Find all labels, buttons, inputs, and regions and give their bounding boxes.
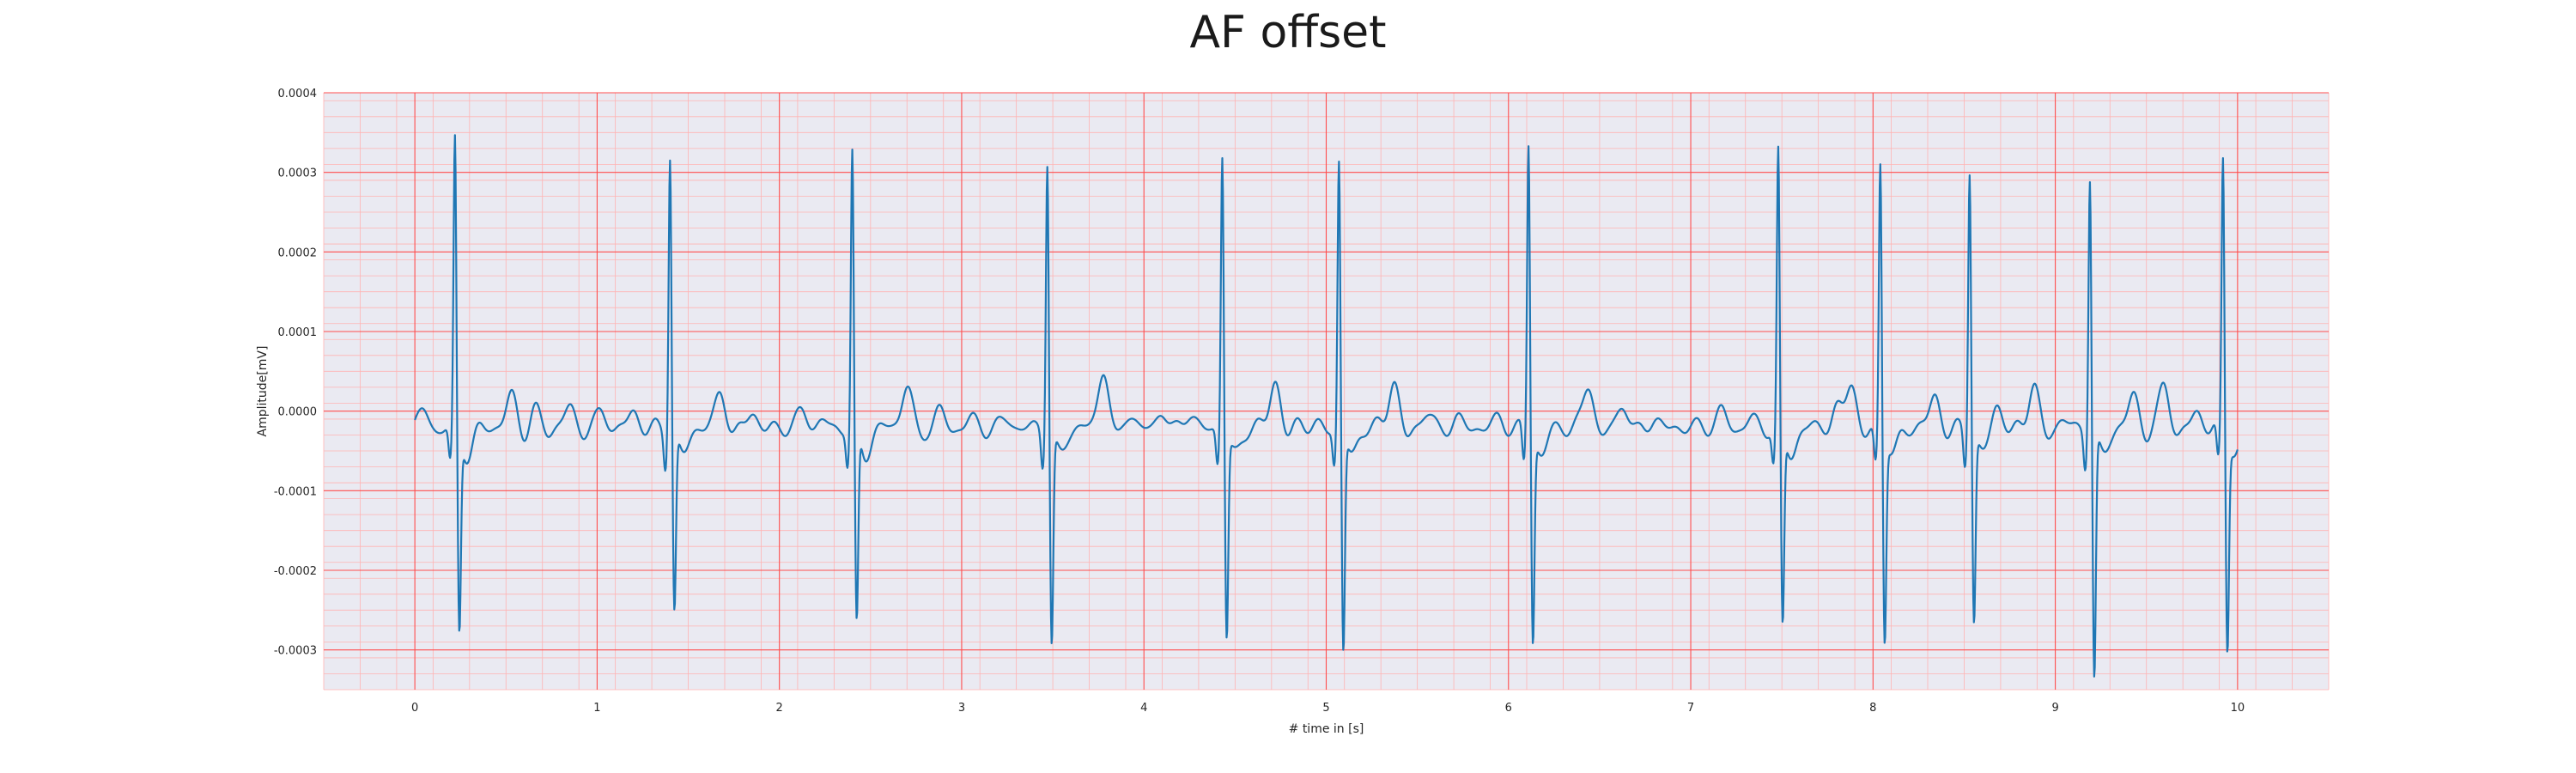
- y-tick-label: 0.0000: [278, 406, 318, 419]
- x-tick-label: 4: [1140, 702, 1147, 715]
- x-tick-label: 2: [776, 702, 783, 715]
- y-tick-label: -0.0001: [274, 485, 317, 498]
- y-tick-label: 0.0003: [278, 167, 318, 180]
- y-tick-label: -0.0002: [274, 565, 317, 578]
- y-tick-label: 0.0002: [278, 247, 318, 259]
- chart-title: AF offset: [1189, 7, 1387, 58]
- x-tick-label: 6: [1505, 702, 1512, 715]
- x-tick-label: 3: [958, 702, 965, 715]
- x-tick-label: 7: [1687, 702, 1694, 715]
- x-tick-label: 1: [593, 702, 600, 715]
- y-axis-label: Amplitude[mV]: [256, 346, 270, 437]
- y-axis-ticks: -0.0003 -0.0002 -0.0001 0.0000 0.0001 0.0002 0…: [274, 88, 317, 658]
- x-axis-ticks: 0 1 2 3 4 5 6 7 8 9 10: [411, 702, 2245, 715]
- y-tick-label: 0.0001: [278, 326, 318, 339]
- major-grid: [324, 92, 2329, 690]
- x-axis-label: # time in [s]: [1289, 722, 1364, 736]
- x-tick-label: 8: [1869, 702, 1876, 715]
- y-tick-label: -0.0003: [274, 645, 317, 658]
- x-tick-label: 10: [2231, 702, 2245, 715]
- x-tick-label: 0: [411, 702, 418, 715]
- x-tick-label: 9: [2051, 702, 2058, 715]
- ecg-signal-line: [414, 134, 2239, 678]
- x-tick-label: 5: [1322, 702, 1329, 715]
- y-tick-label: 0.0004: [278, 88, 318, 100]
